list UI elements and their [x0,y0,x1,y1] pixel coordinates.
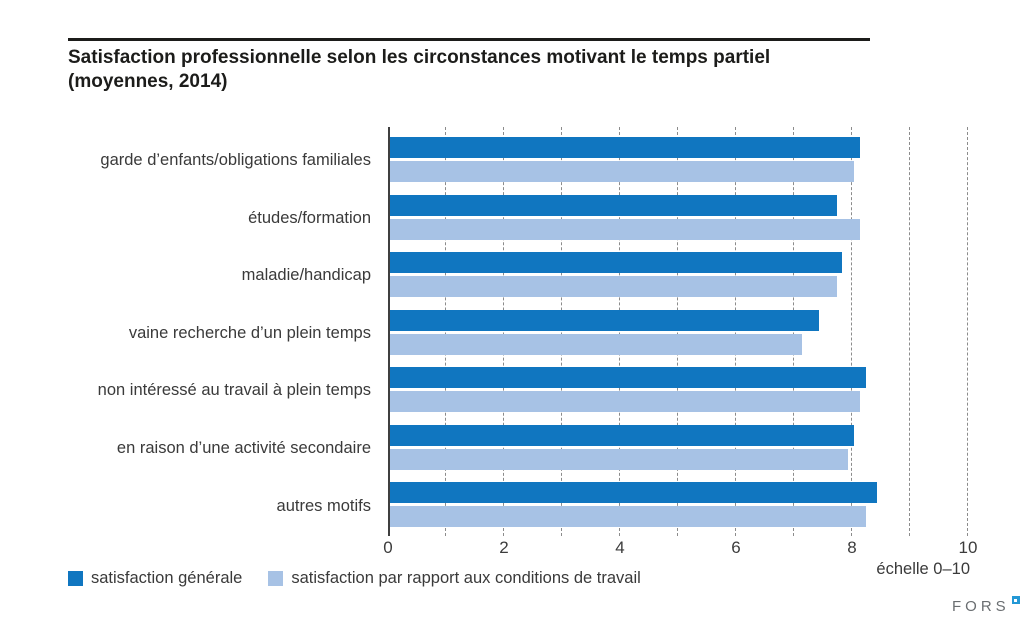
fors-logo: FORS [952,596,1020,615]
x-tick-label-10: 10 [958,538,978,557]
category-label: maladie/handicap [241,266,371,285]
legend-item-series2: satisfaction par rapport aux conditions … [268,569,641,588]
gridline-7 [793,127,794,536]
bar-series1 [390,137,860,158]
bar-series1 [390,309,820,331]
gridline-4 [619,127,620,536]
category-row: maladie/handicap [0,242,1035,300]
x-axis-tick-labels: 0 2 4 6 8 10 [383,538,988,558]
bar-chart: garde d’enfants/obligations familiales ét… [0,127,1035,557]
category-bars [390,252,843,300]
chart-title-line1: Satisfaction professionnelle selon les c… [68,47,771,68]
category-bars [390,137,860,185]
bar-series2 [390,506,866,528]
legend: satisfaction générale satisfaction par ra… [68,569,667,588]
axis-scale-note: échelle 0–10 [876,560,970,578]
title-rule [68,38,870,41]
gridline-5 [677,127,678,536]
category-label: en raison d’une activité secondaire [116,439,371,457]
category-bars [390,367,866,415]
bar-series2 [390,276,837,298]
category-row: études/formation [0,185,1035,243]
x-tick-label-8: 8 [847,538,857,557]
category-bars [390,309,820,358]
fors-logo-text: FORS [952,598,1010,615]
legend-label: satisfaction générale [91,569,243,587]
bar-series1 [390,482,878,504]
bar-series1 [390,194,837,216]
category-label: études/formation [248,208,371,227]
category-row: non intéressé au travail à plein temps [0,357,1035,415]
category-row: garde d’enfants/obligations familiales [0,127,1035,185]
category-row: autres motifs [0,472,1035,530]
y-axis-line [388,127,390,536]
bar-series2 [390,391,860,413]
category-bars [390,424,854,473]
x-tick-label-0: 0 [383,538,393,557]
category-label: vaine recherche d’un plein temps [128,323,371,342]
chart-title-line2: (moyennes, 2014) [68,71,228,92]
category-label: garde d’enfants/obligations familiales [100,151,371,170]
x-tick-label-2: 2 [499,538,509,557]
bar-series2 [390,333,802,355]
bar-series2 [390,218,860,240]
bar-rows: garde d’enfants/obligations familiales ét… [0,127,1035,530]
legend-swatch-icon [68,571,83,586]
category-bars [390,482,878,530]
legend-swatch-icon [268,571,284,586]
gridline-1 [445,127,446,536]
bar-series2 [390,448,849,470]
category-row: vaine recherche d’un plein temps [0,300,1035,358]
gridline-10 [967,127,968,536]
category-label: autres motifs [276,496,371,515]
chart-title: Satisfaction professionnelle selon les c… [68,46,888,94]
gridline-2 [503,127,504,536]
bar-series1 [390,252,843,274]
gridline-6 [735,127,736,536]
gridline-3 [561,127,562,536]
gridline-9 [909,127,910,536]
bar-series1 [390,367,866,389]
x-tick-label-4: 4 [615,538,625,557]
fors-logo-square-icon [1011,596,1020,604]
gridline-8 [851,127,852,536]
bar-series2 [390,161,854,182]
x-tick-label-6: 6 [731,538,741,557]
bar-series1 [390,424,854,446]
legend-label: satisfaction par rapport aux conditions … [291,569,641,587]
legend-item-series1: satisfaction générale [68,569,242,588]
category-row: en raison d’une activité secondaire [0,415,1035,473]
category-bars [390,194,860,243]
category-label: non intéressé au travail à plein temps [97,381,371,400]
